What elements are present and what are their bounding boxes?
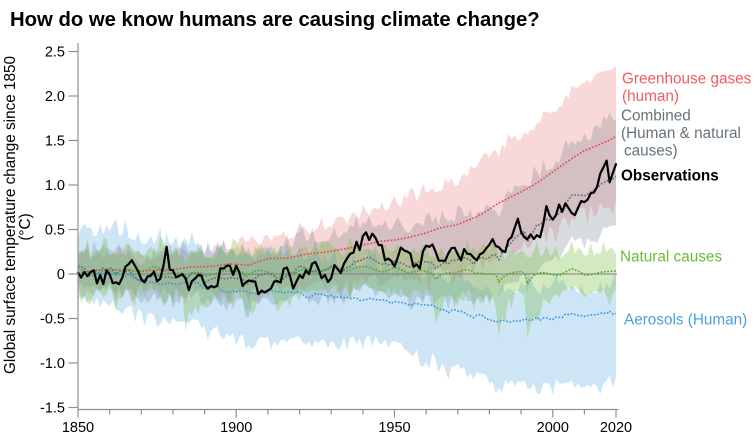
svg-text:(°C): (°C): [17, 213, 34, 240]
svg-text:0.5: 0.5: [45, 223, 65, 239]
svg-text:-0.5: -0.5: [40, 312, 65, 328]
svg-text:2020: 2020: [600, 420, 632, 436]
svg-text:Aerosols (Human): Aerosols (Human): [624, 312, 747, 329]
svg-text:Observations: Observations: [621, 167, 719, 184]
svg-text:-1.5: -1.5: [40, 401, 65, 417]
svg-text:1.5: 1.5: [45, 134, 65, 150]
svg-text:1950: 1950: [378, 420, 410, 436]
svg-text:How do we know humans are caus: How do we know humans are causing climat…: [10, 9, 540, 31]
svg-text:2000: 2000: [537, 420, 569, 436]
svg-text:0: 0: [57, 267, 65, 283]
svg-text:Natural causes: Natural causes: [620, 249, 722, 266]
svg-text:Global surface temperature cha: Global surface temperature change since …: [2, 56, 19, 374]
svg-text:-1.0: -1.0: [40, 356, 65, 372]
svg-text:1900: 1900: [220, 420, 252, 436]
svg-text:1.0: 1.0: [45, 178, 65, 194]
svg-text:2.0: 2.0: [45, 89, 65, 105]
svg-text:2.5: 2.5: [45, 45, 65, 61]
svg-text:1850: 1850: [62, 420, 94, 436]
svg-text:Greenhouse gases(human): Greenhouse gases (human): [622, 71, 752, 106]
